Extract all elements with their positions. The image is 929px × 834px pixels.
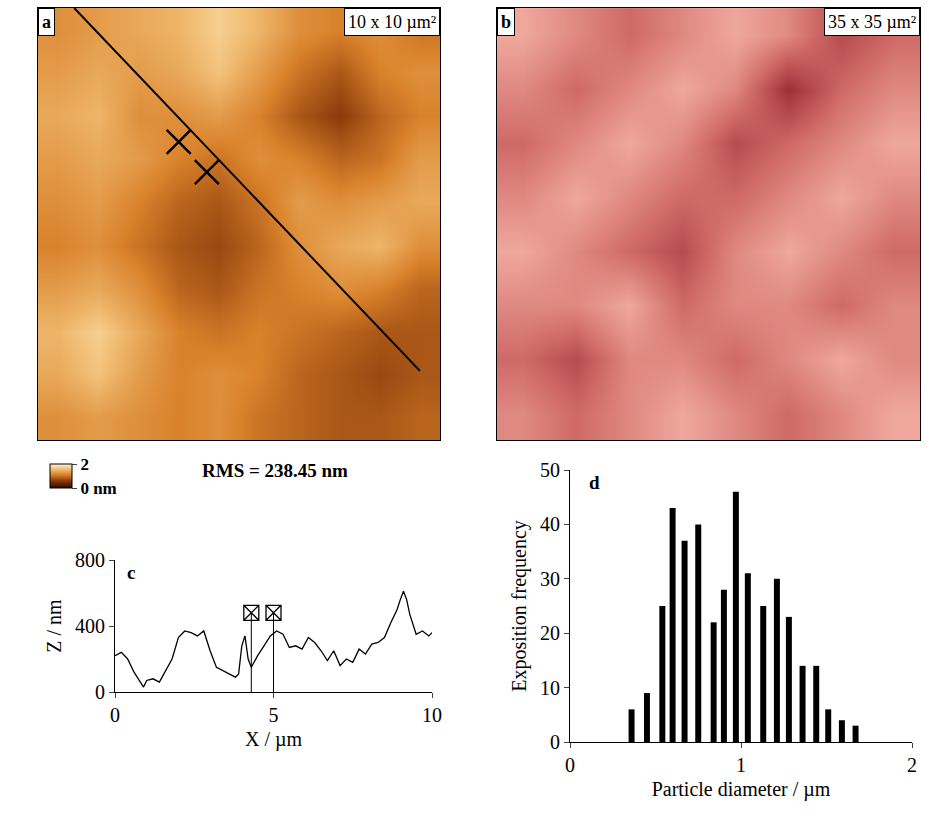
svg-text:0: 0 — [95, 681, 105, 703]
svg-text:35 x 35 µm²: 35 x 35 µm² — [828, 12, 916, 32]
svg-text:0: 0 — [565, 754, 575, 776]
svg-text:40: 40 — [540, 513, 560, 535]
svg-text:0 nm: 0 nm — [80, 479, 116, 498]
svg-text:5: 5 — [269, 704, 279, 726]
svg-text:0: 0 — [550, 731, 560, 753]
svg-text:20: 20 — [540, 622, 560, 644]
svg-text:2: 2 — [80, 455, 89, 474]
svg-text:c: c — [127, 562, 135, 583]
svg-text:1: 1 — [736, 754, 746, 776]
svg-text:b: b — [501, 12, 511, 32]
svg-text:Z / nm: Z / nm — [43, 599, 65, 653]
svg-text:400: 400 — [75, 615, 105, 637]
svg-text:a: a — [42, 12, 51, 32]
svg-text:50: 50 — [540, 459, 560, 481]
svg-text:800: 800 — [75, 549, 105, 571]
svg-text:2: 2 — [907, 754, 917, 776]
svg-text:0: 0 — [110, 704, 120, 726]
svg-text:RMS = 238.45 nm: RMS = 238.45 nm — [202, 460, 348, 481]
svg-text:Exposition frequency: Exposition frequency — [508, 520, 531, 692]
svg-text:10: 10 — [540, 677, 560, 699]
svg-text:10 x 10 µm²: 10 x 10 µm² — [348, 12, 436, 32]
svg-text:10: 10 — [422, 704, 442, 726]
svg-text:d: d — [589, 472, 600, 493]
svg-text:Particle diameter / µm: Particle diameter / µm — [652, 778, 831, 801]
svg-text:30: 30 — [540, 568, 560, 590]
svg-text:X / µm: X / µm — [245, 728, 303, 751]
